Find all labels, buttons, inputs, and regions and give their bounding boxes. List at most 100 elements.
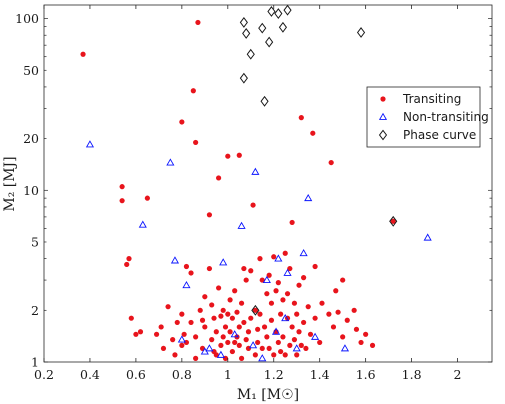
data-point xyxy=(181,331,187,337)
data-point xyxy=(340,344,350,352)
data-point xyxy=(188,270,194,276)
data-point xyxy=(282,250,288,256)
data-point xyxy=(188,319,194,326)
data-point xyxy=(229,315,235,321)
data-point xyxy=(209,302,215,308)
data-point xyxy=(264,334,270,340)
data-point xyxy=(246,48,255,60)
x-tick-label: 1.4 xyxy=(310,367,330,382)
data-point xyxy=(264,291,270,297)
data-point xyxy=(229,348,235,355)
data-point xyxy=(299,249,308,257)
data-point xyxy=(283,268,292,276)
data-point xyxy=(243,277,249,283)
data-point xyxy=(252,352,258,358)
data-point xyxy=(119,184,125,190)
data-point xyxy=(305,304,311,310)
data-point xyxy=(287,342,293,348)
data-point xyxy=(291,300,298,306)
data-point xyxy=(340,334,346,340)
y-tick-label: 20 xyxy=(23,131,39,146)
data-point xyxy=(390,218,396,224)
data-point xyxy=(304,193,313,202)
data-point xyxy=(369,342,376,348)
data-point xyxy=(172,352,178,358)
data-point xyxy=(236,342,242,348)
y-tick-label: 1 xyxy=(31,355,39,370)
data-point xyxy=(195,19,201,26)
data-point xyxy=(153,331,160,337)
data-point xyxy=(311,332,320,340)
data-point xyxy=(250,202,256,208)
data-point xyxy=(252,307,258,313)
data-point xyxy=(160,345,167,352)
data-point xyxy=(271,254,277,260)
data-point xyxy=(284,291,291,297)
data-point xyxy=(275,280,281,286)
data-point xyxy=(296,329,302,335)
data-point xyxy=(268,300,275,306)
data-point xyxy=(257,311,263,317)
data-point xyxy=(248,268,254,274)
data-point xyxy=(262,275,271,284)
data-point xyxy=(193,139,199,146)
data-point xyxy=(216,175,222,181)
data-point xyxy=(128,315,134,321)
data-point xyxy=(312,263,318,270)
data-point xyxy=(278,21,288,33)
data-point xyxy=(261,324,268,330)
data-point xyxy=(344,317,350,323)
data-point xyxy=(138,220,147,228)
data-point xyxy=(183,263,190,270)
data-point xyxy=(197,307,203,313)
x-tick-label: 0.8 xyxy=(172,367,192,382)
data-point xyxy=(257,256,263,262)
data-point xyxy=(227,297,233,303)
data-point xyxy=(218,313,224,319)
data-point xyxy=(80,51,86,57)
data-point xyxy=(183,339,190,346)
data-point xyxy=(227,329,233,335)
data-point xyxy=(124,261,130,268)
data-point xyxy=(258,354,267,362)
data-point xyxy=(259,345,265,352)
data-point xyxy=(238,300,245,306)
data-point xyxy=(232,339,238,346)
data-point xyxy=(241,319,247,326)
data-point xyxy=(317,339,323,346)
data-point xyxy=(177,335,186,343)
y-tick-label: 10 xyxy=(23,183,39,198)
data-point xyxy=(236,152,242,158)
data-point xyxy=(303,345,309,352)
x-tick-label: 1.8 xyxy=(402,367,422,382)
data-point xyxy=(222,324,229,330)
data-point xyxy=(225,339,231,346)
data-point xyxy=(328,159,334,166)
data-point xyxy=(251,167,260,175)
data-point xyxy=(289,219,295,226)
x-tick-label: 1.6 xyxy=(356,367,376,382)
data-point xyxy=(330,324,337,330)
data-point xyxy=(213,329,219,335)
data-point xyxy=(193,334,199,340)
data-point xyxy=(158,324,164,330)
data-point xyxy=(287,265,293,272)
data-point xyxy=(245,329,252,335)
y-tick-label: 5 xyxy=(31,234,39,249)
data-point xyxy=(423,233,432,241)
data-point xyxy=(165,304,171,310)
data-point xyxy=(190,88,196,94)
data-point xyxy=(271,352,277,358)
data-point xyxy=(206,265,213,272)
data-point xyxy=(389,215,398,227)
data-point xyxy=(182,281,191,289)
data-point xyxy=(278,311,284,317)
data-point xyxy=(133,331,139,337)
legend: Transiting Non-transiting Phase curve xyxy=(366,86,489,148)
data-point xyxy=(275,339,281,346)
data-point xyxy=(144,195,150,201)
data-point xyxy=(248,315,254,321)
data-point xyxy=(237,221,246,229)
marks-layer xyxy=(80,4,432,362)
